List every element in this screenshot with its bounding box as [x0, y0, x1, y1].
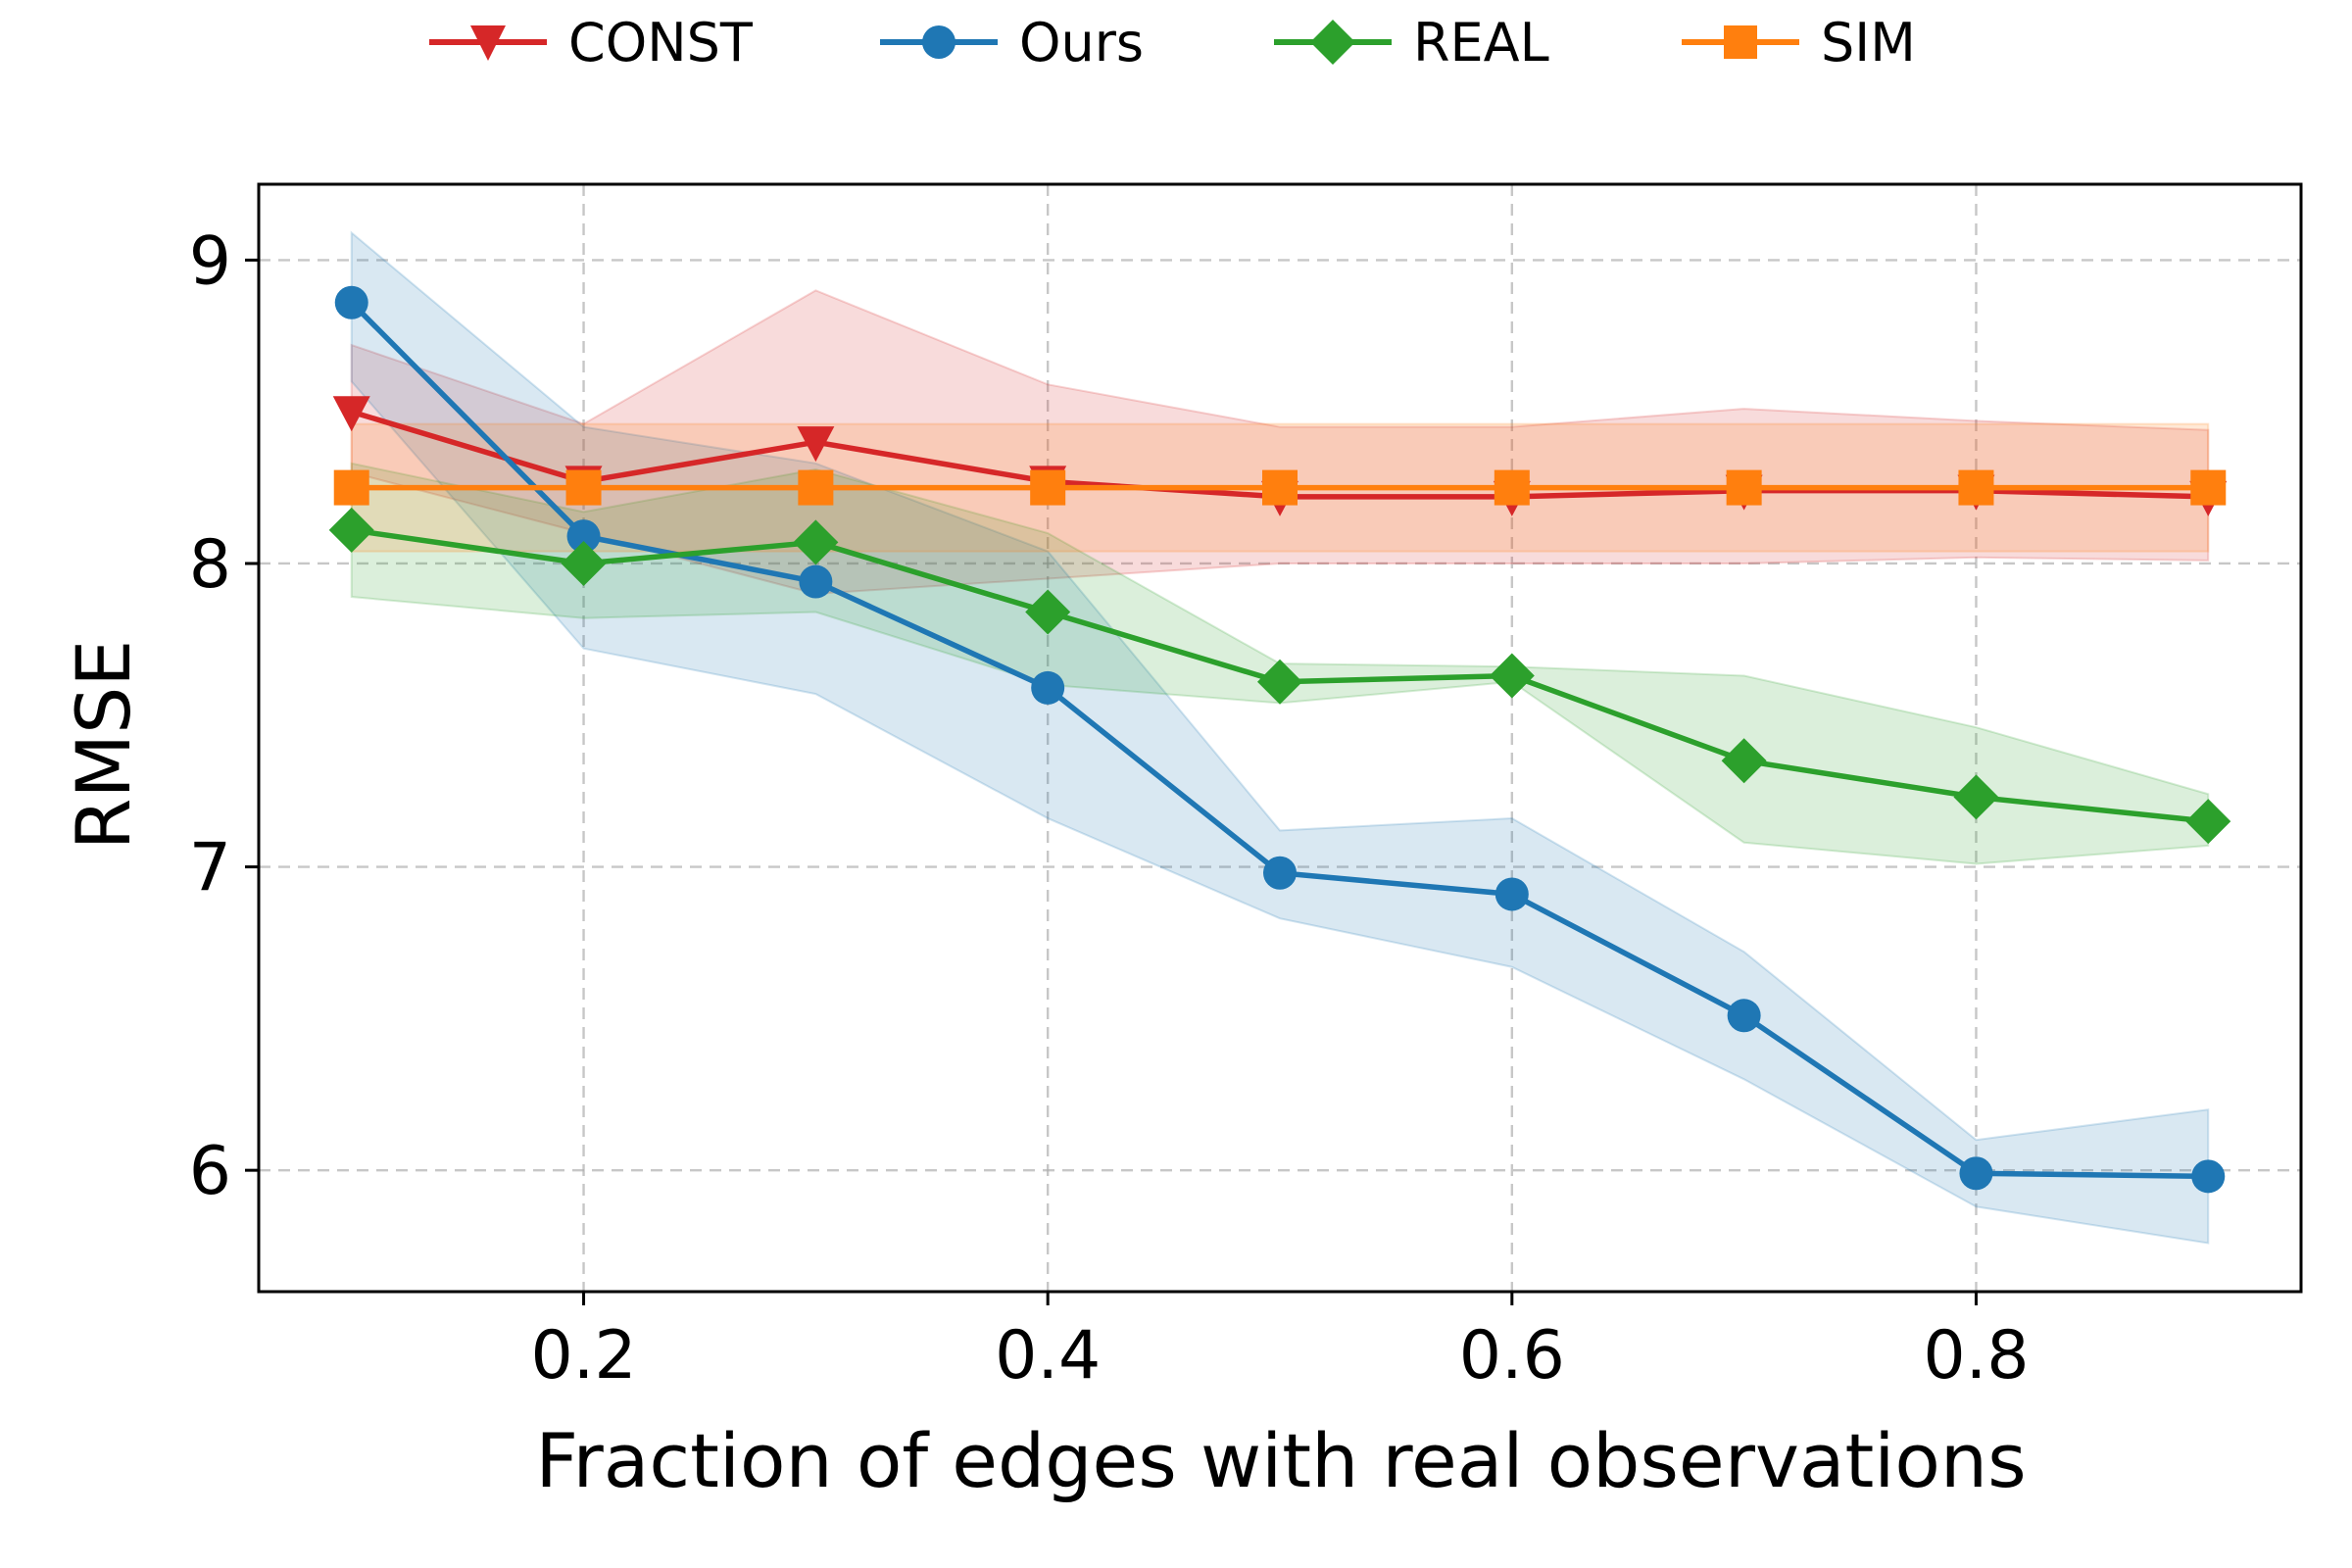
series-markers: [328, 285, 2231, 1194]
point-ours: [1727, 999, 1761, 1033]
legend-label-sim: SIM: [1821, 11, 1916, 74]
legend-swatch-sim: [1682, 25, 1799, 59]
point-real: [561, 540, 607, 586]
legend-item-ours: Ours: [878, 8, 1144, 76]
axis-ticks: 0.2 0.4 0.6 0.8 6 7 8 9: [189, 222, 2030, 1395]
point-real: [1257, 659, 1302, 705]
x-axis-label: Fraction of edges with real observations: [535, 1417, 2026, 1504]
legend-label-ours: Ours: [1019, 11, 1145, 74]
point-sim: [1958, 469, 1994, 506]
point-sim: [798, 469, 834, 506]
legend: CONST Ours REAL SIM: [0, 8, 2352, 76]
point-sim: [1030, 469, 1066, 506]
legend-item-real: REAL: [1272, 8, 1549, 76]
legend-swatch-real: [1274, 20, 1392, 65]
x-tick-label: 0.6: [1459, 1317, 1565, 1395]
point-real: [1489, 653, 1535, 699]
point-real: [2185, 799, 2231, 845]
legend-item-sim: SIM: [1680, 8, 1916, 76]
y-tick-label: 7: [189, 830, 231, 907]
legend-item-const: CONST: [427, 8, 753, 76]
x-tick-label: 0.8: [1923, 1317, 2029, 1395]
point-ours: [566, 519, 601, 554]
point-real: [1025, 589, 1071, 635]
point-const: [797, 426, 835, 463]
point-ours: [799, 564, 833, 599]
point-sim: [1262, 469, 1298, 506]
point-ours: [1494, 877, 1529, 911]
legend-swatch-ours: [880, 25, 998, 59]
y-axis-label: RMSE: [60, 640, 147, 851]
point-sim: [1726, 469, 1762, 506]
point-real: [328, 507, 374, 553]
point-ours: [1031, 670, 1065, 705]
legend-label-const: CONST: [568, 11, 753, 74]
legend-swatch-const: [429, 25, 547, 61]
point-sim: [333, 469, 369, 506]
point-real: [1953, 774, 1999, 820]
legend-label-real: REAL: [1413, 11, 1549, 74]
plot-frame: [257, 182, 2303, 1294]
y-tick-label: 6: [189, 1133, 231, 1210]
point-ours: [1959, 1156, 1993, 1191]
x-tick-label: 0.4: [995, 1317, 1101, 1395]
point-ours: [1263, 856, 1297, 890]
point-sim: [1494, 469, 1530, 506]
point-const: [332, 396, 370, 432]
point-real: [1721, 738, 1767, 784]
point-sim: [2190, 469, 2227, 506]
y-tick-label: 9: [189, 222, 231, 300]
point-real: [793, 519, 839, 565]
point-ours: [334, 285, 368, 319]
confidence-bands: [350, 230, 2210, 1245]
point-ours: [2191, 1159, 2226, 1194]
point-sim: [565, 469, 602, 506]
y-tick-label: 8: [189, 526, 231, 604]
x-tick-label: 0.2: [530, 1317, 636, 1395]
